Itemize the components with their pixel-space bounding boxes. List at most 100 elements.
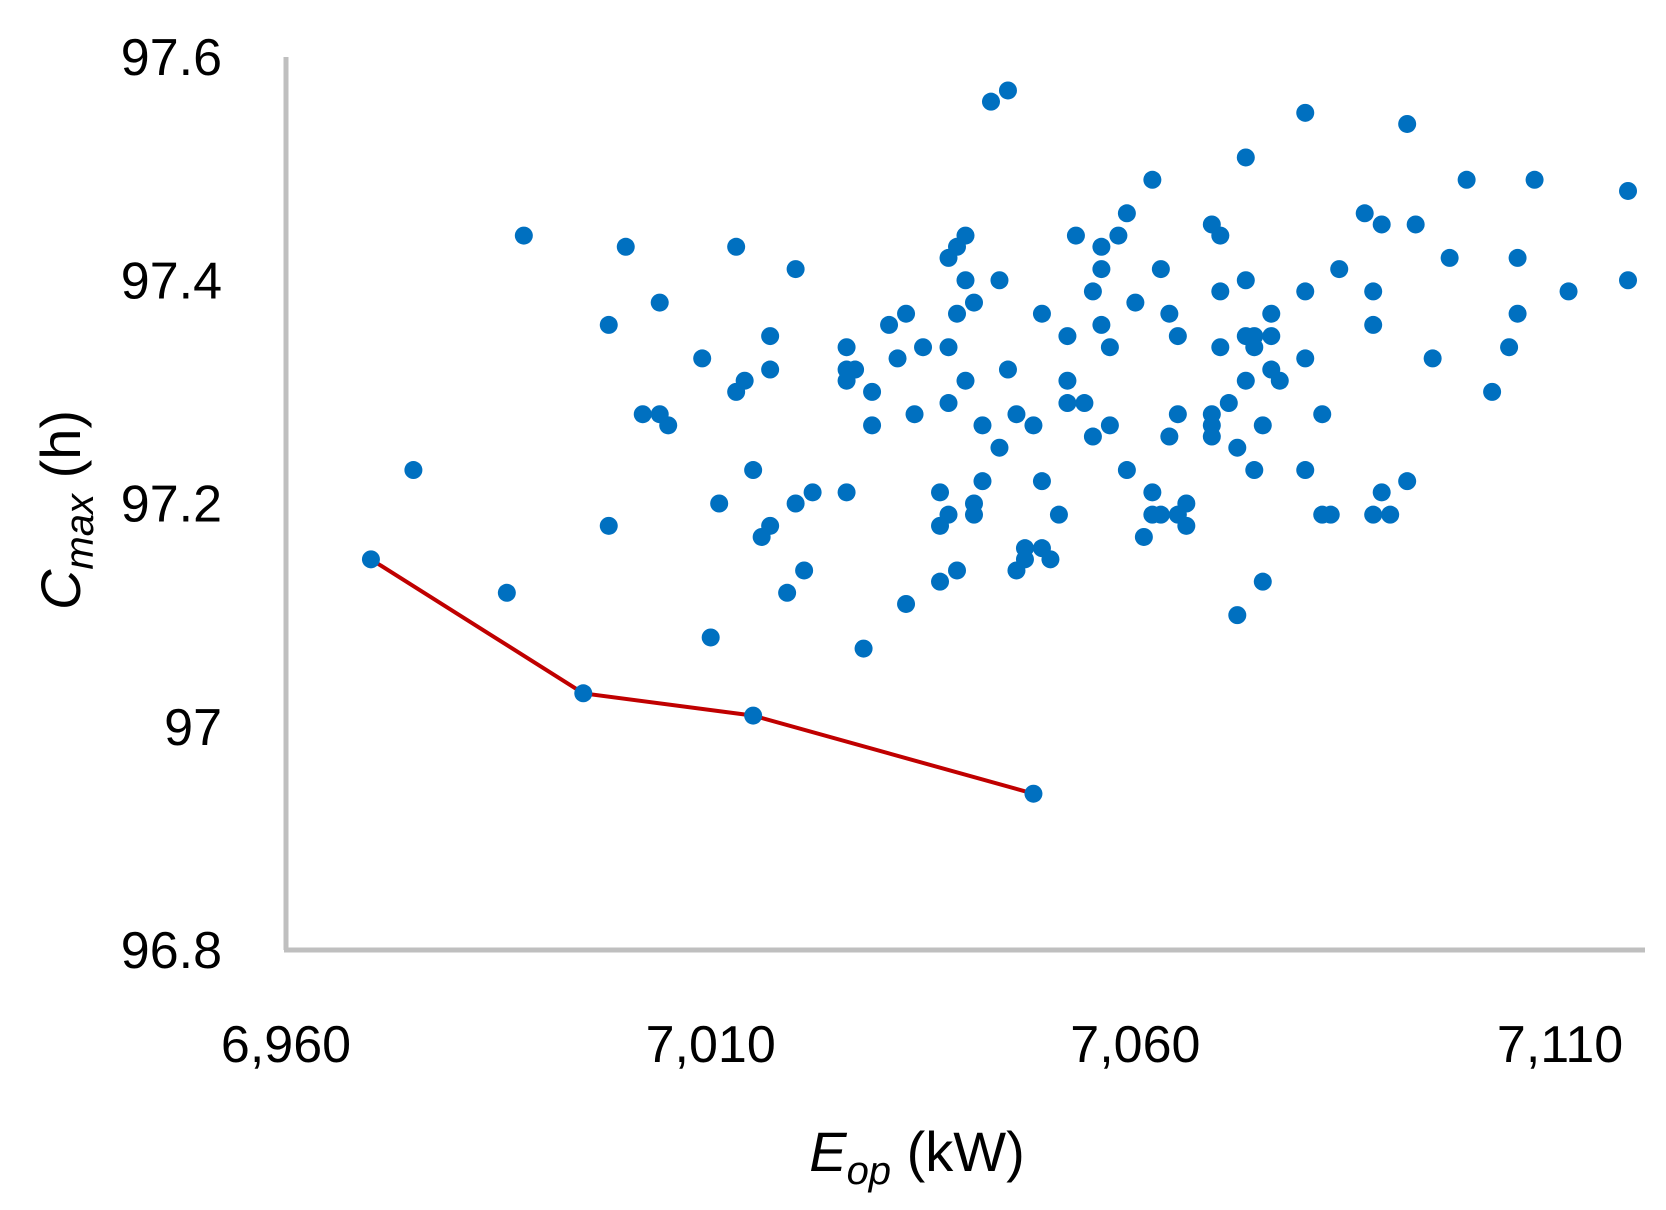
scatter-point <box>880 315 899 334</box>
scatter-point <box>837 483 856 502</box>
scatter-point <box>1330 260 1349 279</box>
scatter-point <box>931 483 950 502</box>
scatter-point <box>633 405 652 424</box>
scatter-point <box>1177 516 1196 535</box>
scatter-point <box>1075 394 1094 413</box>
scatter-point <box>1423 349 1442 368</box>
scatter-point <box>1160 304 1179 323</box>
scatter-point <box>914 338 933 357</box>
scatter-point <box>1228 438 1247 457</box>
scatter-point <box>837 338 856 357</box>
scatter-point <box>1041 550 1060 569</box>
scatter-point <box>1066 226 1085 245</box>
scatter-point <box>1355 204 1374 223</box>
scatter-point <box>1296 103 1315 122</box>
scatter-point <box>1619 271 1638 290</box>
scatter-point <box>1024 416 1043 435</box>
scatter-point <box>1219 394 1238 413</box>
scatter-point <box>1525 170 1544 189</box>
scatter-point <box>599 516 618 535</box>
scatter-point <box>404 461 423 480</box>
scatter-point <box>1270 371 1289 390</box>
scatter-point <box>1143 170 1162 189</box>
scatter-point <box>973 472 992 491</box>
scatter-point <box>761 516 780 535</box>
y-tick-label: 97.2 <box>121 476 222 534</box>
y-tick-label: 97.4 <box>121 252 222 310</box>
scatter-point <box>1092 315 1111 334</box>
x-axis-title: Eop (kW) <box>809 1120 1025 1193</box>
scatter-point <box>1058 327 1077 346</box>
scatter-point <box>1007 405 1026 424</box>
scatter-point <box>1092 237 1111 256</box>
scatter-point <box>1083 427 1102 446</box>
scatter-point <box>973 416 992 435</box>
scatter-point <box>701 628 720 647</box>
scatter-point <box>1032 472 1051 491</box>
scatter-point <box>599 315 618 334</box>
scatter-point <box>1398 472 1417 491</box>
scatter-point <box>786 494 805 513</box>
scatter-point <box>990 271 1009 290</box>
scatter-point <box>1364 315 1383 334</box>
scatter-point <box>1117 204 1136 223</box>
scatter-point <box>1109 226 1128 245</box>
scatter-point <box>1364 282 1383 301</box>
scatter-point <box>897 594 916 613</box>
scatter-point <box>1100 338 1119 357</box>
scatter-point <box>1160 427 1179 446</box>
scatter-point <box>1117 461 1136 480</box>
scatter-point <box>1100 416 1119 435</box>
axes <box>283 57 1645 953</box>
scatter-point <box>939 338 958 357</box>
scatter-point <box>981 92 1000 111</box>
scatter-point <box>1372 215 1391 234</box>
scatter-point <box>1015 550 1034 569</box>
scatter-point <box>1151 505 1170 524</box>
pareto-point <box>744 706 763 725</box>
pareto-point <box>574 684 593 703</box>
scatter-point <box>1236 148 1255 167</box>
scatter-point <box>786 260 805 279</box>
scatter-point <box>1228 606 1247 625</box>
scatter-point <box>1126 293 1145 312</box>
scatter-point <box>998 360 1017 379</box>
scatter-point <box>1032 304 1051 323</box>
scatter-point <box>1508 248 1527 267</box>
scatter-point <box>1236 371 1255 390</box>
scatter-point <box>744 461 763 480</box>
scatter-point <box>956 226 975 245</box>
scatter-point <box>497 583 516 602</box>
y-axis-title: Cmax (h) <box>29 410 102 610</box>
scatter-point <box>1398 114 1417 133</box>
scatter-point <box>1440 248 1459 267</box>
scatter-point <box>863 382 882 401</box>
pareto-point <box>361 550 380 569</box>
scatter-point <box>948 304 967 323</box>
pareto-point <box>1024 784 1043 803</box>
scatter-point <box>1483 382 1502 401</box>
scatter-point <box>1262 304 1281 323</box>
scatter-point <box>1313 405 1332 424</box>
scatter-point <box>1381 505 1400 524</box>
scatter-point <box>803 483 822 502</box>
scatter-point <box>863 416 882 435</box>
pareto-front <box>369 557 1035 796</box>
scatter-point <box>514 226 533 245</box>
scatter-point <box>616 237 635 256</box>
scatter-point <box>1321 505 1340 524</box>
data-points <box>361 81 1638 803</box>
scatter-point <box>1092 260 1111 279</box>
scatter-point <box>1559 282 1578 301</box>
scatter-point <box>939 394 958 413</box>
scatter-point <box>1058 371 1077 390</box>
x-tick-label: 7,010 <box>646 1016 776 1074</box>
scatter-point <box>1364 505 1383 524</box>
scatter-point <box>1296 461 1315 480</box>
scatter-point <box>710 494 729 513</box>
scatter-point <box>888 349 907 368</box>
scatter-point <box>1253 572 1272 591</box>
scatter-point <box>905 405 924 424</box>
scatter-point <box>761 360 780 379</box>
